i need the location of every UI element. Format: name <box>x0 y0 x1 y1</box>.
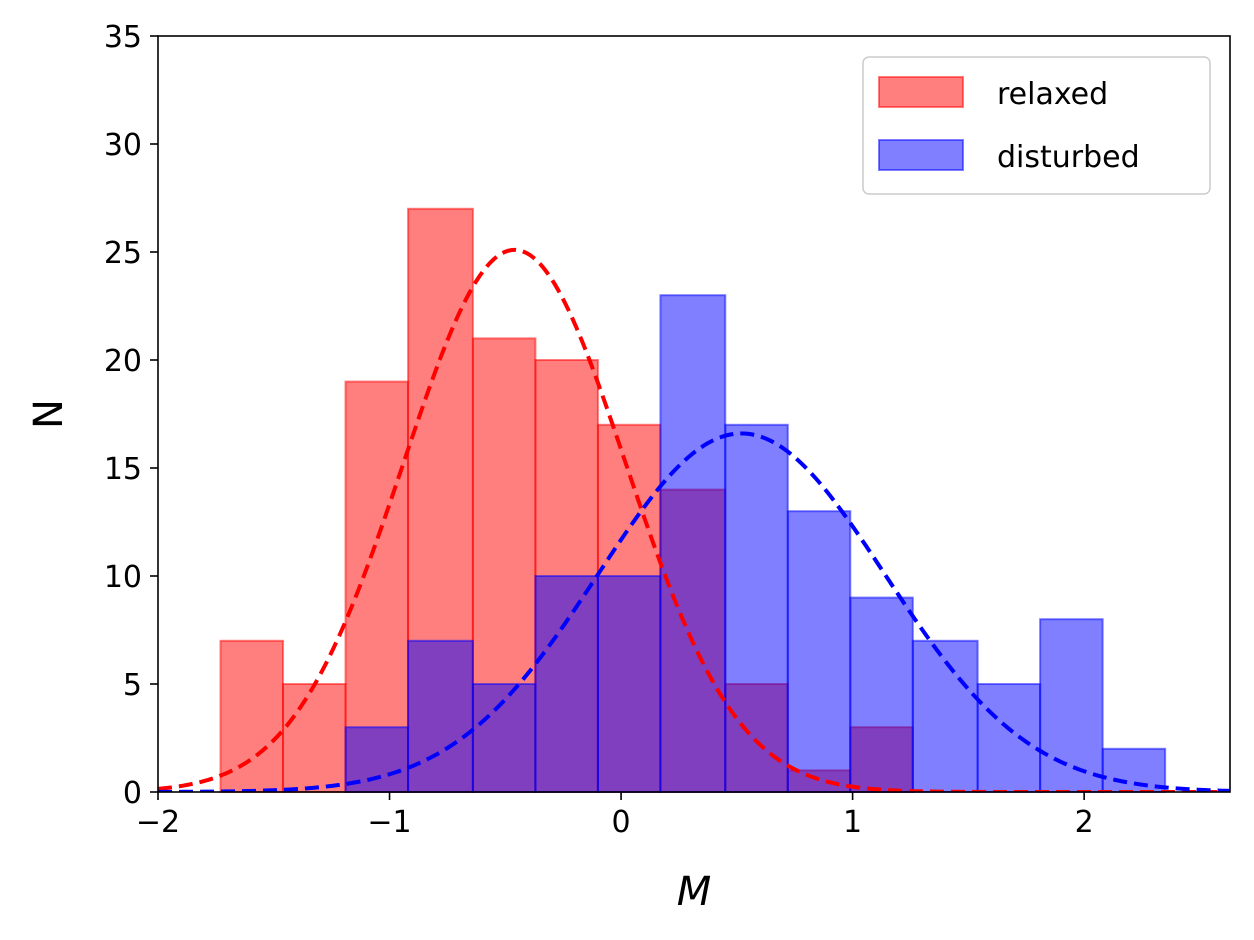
bar-disturbed-2 <box>471 683 537 793</box>
y-tick-label: 25 <box>104 236 142 271</box>
y-axis-label: N <box>26 399 72 429</box>
bar-disturbed-9 <box>911 639 979 793</box>
y-tick-label: 10 <box>104 560 142 595</box>
fit-curve-relaxed <box>158 247 1230 792</box>
bar-disturbed-5 <box>659 294 727 793</box>
plot-frame <box>157 35 1231 793</box>
fit-curve-disturbed <box>158 431 1230 792</box>
y-tick-label: 5 <box>123 668 142 703</box>
bar-disturbed-7 <box>786 510 852 793</box>
bar-relaxed-1 <box>282 683 347 793</box>
bar-relaxed-0 <box>219 639 285 793</box>
x-tick-label: 0 <box>612 805 631 840</box>
y-tick-label: 35 <box>104 20 142 55</box>
x-axis-label: M <box>677 869 712 915</box>
x-tick-label: −2 <box>136 805 180 840</box>
legend: relaxed disturbed <box>862 56 1211 195</box>
x-tick-label: 2 <box>1075 805 1094 840</box>
bar-disturbed-1 <box>407 639 474 793</box>
y-tick-label: 0 <box>123 776 142 811</box>
y-tick-label: 15 <box>104 452 142 487</box>
histogram-bars <box>219 207 1167 794</box>
legend-swatch-relaxed <box>878 76 964 108</box>
legend-swatch-disturbed <box>878 139 964 171</box>
bar-disturbed-4 <box>596 575 662 793</box>
bar-disturbed-6 <box>724 423 789 793</box>
legend-label-relaxed: relaxed <box>997 77 1108 112</box>
y-tick-label: 30 <box>104 128 142 163</box>
bar-disturbed-10 <box>976 683 1042 793</box>
bar-disturbed-8 <box>849 596 914 793</box>
x-tick-label: 1 <box>843 805 862 840</box>
x-tick-label: −1 <box>367 805 411 840</box>
gaussian-fit-curves <box>158 247 1230 792</box>
legend-label-disturbed: disturbed <box>997 140 1140 175</box>
bar-relaxed-2 <box>344 380 410 793</box>
y-tick-label: 20 <box>104 344 142 379</box>
bar-disturbed-11 <box>1039 618 1104 794</box>
bar-disturbed-3 <box>534 575 599 793</box>
